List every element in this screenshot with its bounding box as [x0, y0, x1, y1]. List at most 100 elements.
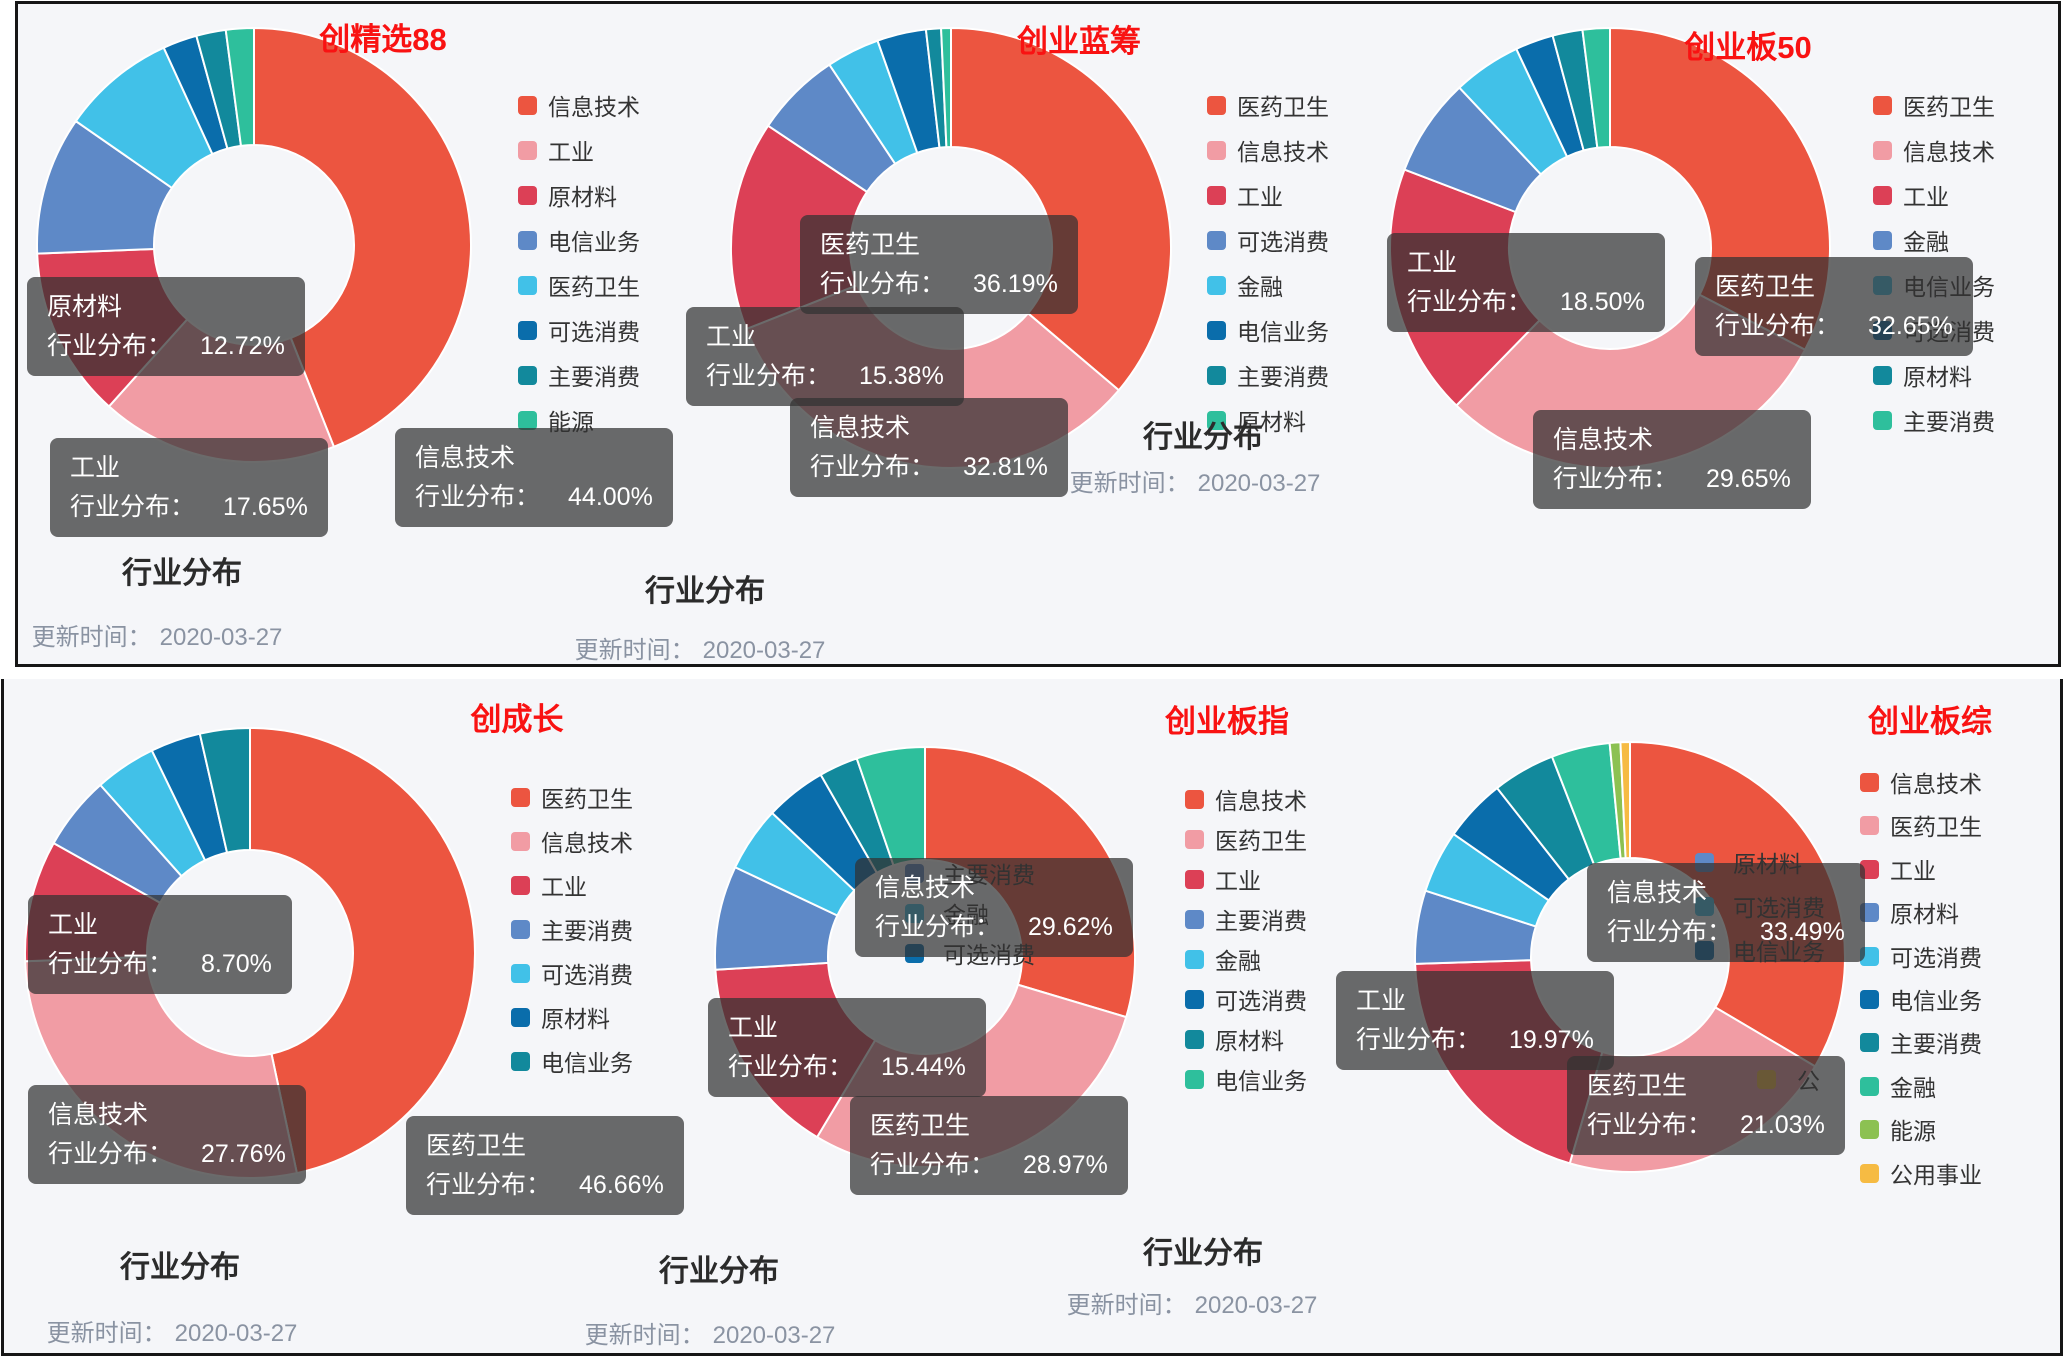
- legend-item-原材料[interactable]: 原材料: [518, 178, 617, 212]
- legend-item-可选消费[interactable]: 可选消费: [1873, 313, 1995, 347]
- legend-item-可选消费[interactable]: 可选消费: [1185, 982, 1307, 1016]
- legend-label: 电信业务: [1237, 319, 1329, 345]
- legend-label: 信息技术: [1215, 788, 1307, 814]
- legend-swatch: [511, 1051, 530, 1071]
- pie-slice-医药卫生[interactable]: [249, 727, 476, 1175]
- legend-item-电信业务[interactable]: 电信业务: [1873, 268, 1995, 302]
- legend-label: 电信业务: [1733, 939, 1825, 965]
- legend-item-能源[interactable]: 能源: [518, 403, 594, 437]
- legend-item-可选消费[interactable]: 可选消费: [518, 313, 640, 347]
- legend-item-原材料[interactable]: 原材料: [1207, 403, 1306, 437]
- legend-item-公: 公: [1757, 1062, 1820, 1096]
- legend-item-信息技术[interactable]: 信息技术: [1860, 765, 1982, 799]
- legend-item-医药卫生[interactable]: 医药卫生: [518, 268, 640, 302]
- legend-swatch: [1860, 1119, 1879, 1139]
- pie-slice-医药卫生[interactable]: [816, 983, 1128, 1168]
- legend-swatch: [511, 875, 530, 895]
- legend-item-金融[interactable]: 金融: [1873, 223, 1949, 257]
- legend-item-电信业务[interactable]: 电信业务: [1860, 982, 1982, 1016]
- pie-slice-主要消费[interactable]: [1581, 26, 1611, 149]
- legend-item-电信业务: 电信业务: [1695, 933, 1825, 967]
- legend-item-信息技术[interactable]: 信息技术: [518, 88, 640, 122]
- section-label-2: 行业分布: [1143, 421, 1263, 454]
- legend-swatch: [1207, 95, 1226, 115]
- legend-item-医药卫生[interactable]: 医药卫生: [1860, 808, 1982, 842]
- legend-swatch: [1207, 410, 1226, 430]
- legend-item-信息技术[interactable]: 信息技术: [1207, 133, 1329, 167]
- pie-slice-信息技术[interactable]: [24, 955, 298, 1179]
- legend-item-工业[interactable]: 工业: [1185, 862, 1261, 896]
- legend-item-信息技术[interactable]: 信息技术: [1185, 782, 1307, 816]
- legend-item-工业[interactable]: 工业: [518, 133, 594, 167]
- legend-item-主要消费[interactable]: 主要消费: [1185, 902, 1307, 936]
- pie-slice-公用事业[interactable]: [1619, 740, 1631, 860]
- legend-item-医药卫生[interactable]: 医药卫生: [1207, 88, 1329, 122]
- legend-item-金融[interactable]: 金融: [1185, 942, 1261, 976]
- pie-slice-原材料[interactable]: [940, 27, 952, 149]
- legend-swatch: [518, 95, 537, 115]
- legend-item-工业[interactable]: 工业: [511, 868, 587, 902]
- legend-item-能源[interactable]: 能源: [1860, 1112, 1936, 1146]
- legend-label: 工业: [1215, 868, 1261, 894]
- legend-swatch: [1695, 940, 1714, 960]
- section-label-0: 行业分布: [122, 557, 242, 590]
- legend-label: 可选消费: [1903, 319, 1995, 345]
- legend-item-公用事业[interactable]: 公用事业: [1860, 1156, 1982, 1190]
- legend-swatch: [1860, 946, 1879, 966]
- legend-item-工业[interactable]: 工业: [1873, 178, 1949, 212]
- legend-item-可选消费[interactable]: 可选消费: [1860, 939, 1982, 973]
- pie-slice-医药卫生[interactable]: [1609, 27, 1831, 351]
- section-label-5: 行业分布: [1143, 1237, 1263, 1270]
- legend-item-原材料[interactable]: 原材料: [511, 1000, 610, 1034]
- legend-item-信息技术[interactable]: 信息技术: [511, 824, 633, 858]
- legend-swatch: [1185, 869, 1204, 889]
- legend-item-医药卫生[interactable]: 医药卫生: [1873, 88, 1995, 122]
- legend-label: 工业: [1903, 184, 1949, 210]
- legend-label: 原材料: [541, 1006, 610, 1032]
- legend-item-金融[interactable]: 金融: [1860, 1069, 1936, 1103]
- legend-item-可选消费[interactable]: 可选消费: [511, 956, 633, 990]
- legend-label: 金融: [1215, 948, 1261, 974]
- legend-label: 可选消费: [1237, 229, 1329, 255]
- legend-item-原材料[interactable]: 原材料: [1860, 895, 1959, 929]
- legend-swatch: [1185, 949, 1204, 969]
- legend-item-医药卫生[interactable]: 医药卫生: [511, 780, 633, 814]
- pie-slice-工业[interactable]: [1414, 959, 1604, 1165]
- legend-swatch: [511, 787, 530, 807]
- pie-slice-能源[interactable]: [224, 27, 255, 147]
- legend-label: 工业: [548, 139, 594, 165]
- update-time-4: 更新时间： 2020-03-27: [585, 1315, 836, 1350]
- legend-label: 可选消费: [1733, 895, 1825, 921]
- legend-item-主要消费[interactable]: 主要消费: [511, 912, 633, 946]
- legend-item-电信业务[interactable]: 电信业务: [1185, 1062, 1307, 1096]
- legend-item-医药卫生[interactable]: 医药卫生: [1185, 822, 1307, 856]
- legend-item-原材料[interactable]: 原材料: [1185, 1022, 1284, 1056]
- legend-item-主要消费[interactable]: 主要消费: [518, 358, 640, 392]
- legend-swatch: [518, 275, 537, 295]
- legend-item-电信业务[interactable]: 电信业务: [1207, 313, 1329, 347]
- legend-swatch: [1185, 909, 1204, 929]
- legend-swatch: [518, 365, 537, 385]
- legend-item-电信业务[interactable]: 电信业务: [518, 223, 640, 257]
- legend-item-可选消费[interactable]: 可选消费: [1207, 223, 1329, 257]
- legend-label: 可选消费: [548, 319, 640, 345]
- update-date: 2020-03-27: [702, 637, 826, 664]
- legend-label: 电信业务: [1890, 988, 1982, 1014]
- legend-label: 信息技术: [1237, 139, 1329, 165]
- pie-slice-医药卫生[interactable]: [950, 27, 1172, 392]
- legend-item-电信业务[interactable]: 电信业务: [511, 1044, 633, 1078]
- pie-slice-电信业务[interactable]: [198, 727, 251, 854]
- legend-swatch: [1757, 1069, 1776, 1089]
- legend-swatch: [518, 140, 537, 160]
- legend-item-主要消费[interactable]: 主要消费: [1873, 403, 1995, 437]
- legend-item-金融[interactable]: 金融: [1207, 268, 1283, 302]
- legend-item-可选消费: 可选消费: [905, 936, 1035, 970]
- legend-label: 电信业务: [1903, 274, 1995, 300]
- legend-item-主要消费[interactable]: 主要消费: [1860, 1025, 1982, 1059]
- legend-item-主要消费[interactable]: 主要消费: [1207, 358, 1329, 392]
- legend-item-原材料[interactable]: 原材料: [1873, 358, 1972, 392]
- legend-item-信息技术[interactable]: 信息技术: [1873, 133, 1995, 167]
- pie-slice-信息技术[interactable]: [253, 27, 472, 448]
- legend-item-工业[interactable]: 工业: [1860, 852, 1936, 886]
- legend-item-工业[interactable]: 工业: [1207, 178, 1283, 212]
